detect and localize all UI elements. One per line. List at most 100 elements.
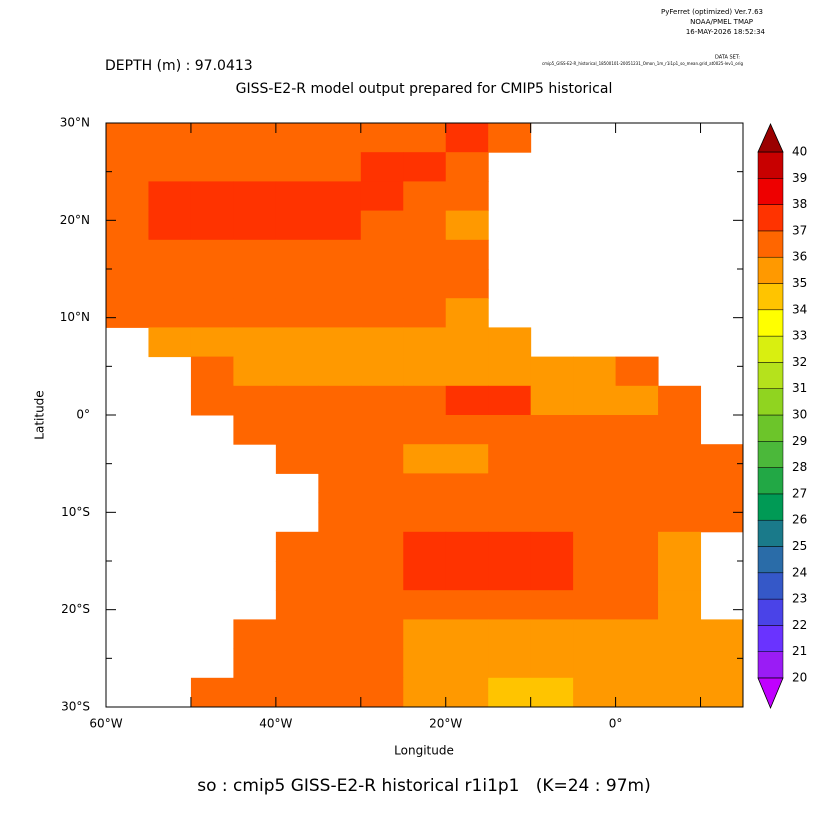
cell bbox=[573, 561, 617, 591]
cell bbox=[658, 561, 702, 591]
cell bbox=[148, 298, 192, 328]
x-tick-label: 60°W bbox=[89, 717, 122, 731]
cell bbox=[360, 269, 404, 299]
cell bbox=[445, 473, 489, 504]
cell bbox=[318, 181, 362, 212]
cell bbox=[445, 385, 489, 416]
cell bbox=[445, 327, 489, 358]
cell bbox=[615, 444, 659, 474]
cell bbox=[233, 269, 277, 299]
x-tick-label: 40°W bbox=[259, 717, 292, 731]
cell bbox=[106, 239, 149, 270]
cell bbox=[530, 415, 574, 445]
colorbar-label: 25 bbox=[792, 539, 807, 553]
cell bbox=[318, 561, 362, 591]
cell bbox=[573, 648, 617, 679]
cell bbox=[445, 415, 489, 445]
cell bbox=[488, 561, 532, 591]
cell bbox=[106, 181, 149, 212]
y-tick-label: 30°N bbox=[60, 116, 90, 130]
cell bbox=[318, 619, 362, 650]
colorbar-box bbox=[757, 178, 784, 205]
cell bbox=[573, 502, 617, 533]
cell bbox=[488, 473, 532, 504]
colorbar-box bbox=[757, 414, 784, 442]
cell bbox=[530, 561, 574, 591]
colorbar-box bbox=[757, 230, 784, 258]
colorbar-label: 37 bbox=[792, 223, 807, 237]
cell bbox=[148, 152, 192, 182]
cell bbox=[488, 444, 532, 474]
cell bbox=[360, 561, 404, 591]
cell bbox=[573, 473, 617, 504]
cell bbox=[403, 502, 447, 533]
cell bbox=[360, 123, 404, 153]
cell bbox=[233, 385, 277, 416]
colorbar-box bbox=[757, 204, 784, 232]
cell bbox=[275, 356, 319, 387]
colorbar-label: 40 bbox=[792, 145, 807, 159]
cell bbox=[573, 385, 617, 416]
cell bbox=[573, 356, 617, 387]
cell bbox=[403, 152, 447, 182]
cell bbox=[275, 327, 319, 358]
cell bbox=[360, 473, 404, 504]
cell bbox=[148, 239, 192, 270]
cell bbox=[106, 298, 149, 328]
colorbar-over bbox=[757, 123, 784, 153]
cell bbox=[488, 590, 532, 620]
cell bbox=[190, 677, 234, 708]
cell bbox=[275, 152, 319, 182]
cell bbox=[403, 561, 447, 591]
cell bbox=[360, 210, 404, 241]
cell bbox=[658, 531, 702, 562]
cell bbox=[318, 415, 362, 445]
cell bbox=[530, 590, 574, 620]
colorbar-label: 26 bbox=[792, 513, 807, 527]
cell bbox=[106, 210, 149, 241]
cell bbox=[360, 648, 404, 679]
cell bbox=[148, 210, 192, 241]
cell bbox=[190, 152, 234, 182]
cell bbox=[488, 385, 532, 416]
cell bbox=[275, 269, 319, 299]
cell bbox=[318, 327, 362, 358]
cell bbox=[530, 356, 574, 387]
colorbar-label: 28 bbox=[792, 460, 807, 474]
cell bbox=[488, 648, 532, 679]
cell bbox=[106, 269, 149, 299]
cell bbox=[573, 415, 617, 445]
cell bbox=[615, 356, 659, 387]
cell bbox=[360, 415, 404, 445]
cell bbox=[190, 356, 234, 387]
cell bbox=[275, 239, 319, 270]
colorbar-box bbox=[757, 598, 784, 626]
colorbar-label: 22 bbox=[792, 618, 807, 632]
cell bbox=[488, 327, 532, 358]
cell bbox=[403, 648, 447, 679]
cell bbox=[445, 531, 489, 562]
cell bbox=[573, 531, 617, 562]
cell bbox=[403, 298, 447, 328]
cell bbox=[658, 473, 702, 504]
cell bbox=[573, 444, 617, 474]
colorbar-box bbox=[757, 335, 784, 363]
cell bbox=[275, 590, 319, 620]
colorbar-box bbox=[757, 283, 784, 311]
colorbar-box bbox=[757, 151, 784, 179]
cell bbox=[360, 152, 404, 182]
colorbar-box bbox=[757, 625, 784, 652]
header-line: PyFerret (optimized) Ver.7.63 bbox=[661, 8, 763, 16]
cell bbox=[318, 502, 362, 533]
colorbar-box bbox=[757, 441, 784, 468]
header-line: NOAA/PMEL TMAP bbox=[690, 18, 753, 26]
cell bbox=[275, 385, 319, 416]
cell bbox=[445, 152, 489, 182]
cell bbox=[318, 677, 362, 708]
cell bbox=[488, 677, 532, 708]
cell bbox=[403, 356, 447, 387]
cell bbox=[488, 619, 532, 650]
cell bbox=[403, 619, 447, 650]
cell bbox=[615, 502, 659, 533]
cell bbox=[445, 619, 489, 650]
